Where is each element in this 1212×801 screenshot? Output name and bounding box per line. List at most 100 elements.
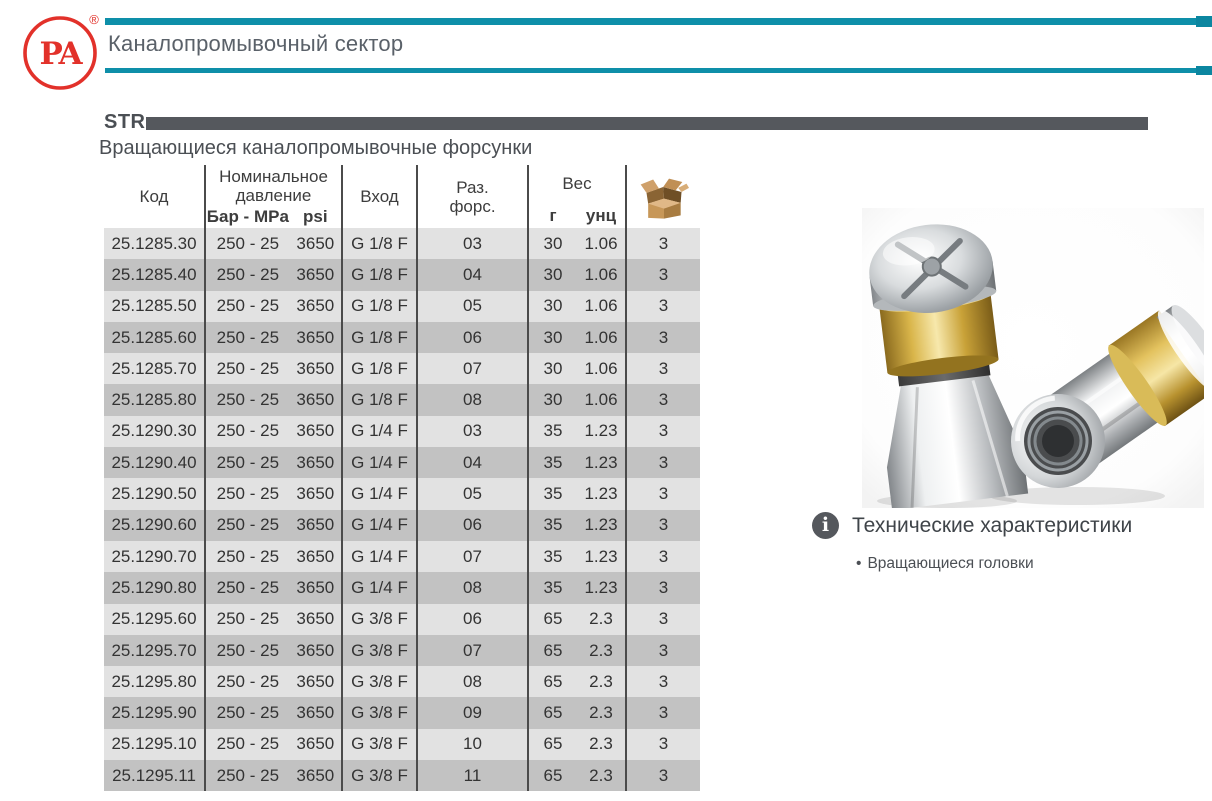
cell-weight: 65 2.3 (527, 634, 626, 667)
cell-weight: 30 1.06 (527, 384, 626, 416)
unit-bar-mpa: Бар - MPa (206, 207, 289, 226)
brand-logo: PA ® (23, 12, 99, 90)
cell-package-qty: 3 (625, 415, 700, 448)
table-row: 25.1285.50 250 - 25 3650 G 1/8 F 05 30 1.06 3 (104, 290, 700, 322)
cell-weight: 65 2.3 (527, 697, 626, 729)
cell-code: 25.1285.80 (104, 384, 205, 416)
table-row: 25.1295.60 250 - 25 3650 G 3/8 F 06 65 2.3 3 (104, 603, 700, 635)
registered-mark: ® (89, 12, 99, 27)
cell-inlet: G 1/4 F (341, 415, 417, 448)
cell-inlet: G 3/8 F (341, 634, 417, 667)
cell-weight: 30 1.06 (527, 259, 626, 291)
cell-pressure: 250 - 25 3650 (204, 728, 342, 761)
cell-inlet: G 1/4 F (341, 509, 417, 541)
table-row: 25.1290.30 250 - 25 3650 G 1/4 F 03 35 1.23 3 (104, 415, 700, 448)
cell-nozzle-size: 07 (416, 353, 528, 385)
cell-nozzle-size: 06 (416, 509, 528, 541)
cell-package-qty: 3 (625, 447, 700, 479)
logo-circle (23, 16, 97, 90)
cell-code: 25.1290.80 (104, 572, 205, 604)
cell-inlet: G 3/8 F (341, 666, 417, 698)
cell-package-qty: 3 (625, 478, 700, 510)
cell-package-qty: 3 (625, 728, 700, 761)
unit-grams: г (549, 206, 557, 225)
table-row: 25.1285.40 250 - 25 3650 G 1/8 F 04 30 1.06 3 (104, 259, 700, 291)
cell-code: 25.1290.30 (104, 415, 205, 448)
cell-inlet: G 1/4 F (341, 447, 417, 479)
col-header-package (625, 165, 700, 228)
cell-nozzle-size: 04 (416, 259, 528, 291)
nozzle-upright (869, 224, 1029, 508)
col-header-code: Код (139, 187, 169, 206)
tech-specs-list: • Вращающиеся головки (856, 554, 1202, 574)
cell-inlet: G 1/4 F (341, 572, 417, 604)
section-code: STR (104, 111, 146, 133)
cell-code: 25.1285.70 (104, 353, 205, 385)
cell-pressure: 250 - 25 3650 (204, 634, 342, 667)
table-row: 25.1285.80 250 - 25 3650 G 1/8 F 08 30 1.06 3 (104, 384, 700, 416)
cell-weight: 30 1.06 (527, 353, 626, 385)
nozzle-lying (1011, 304, 1204, 488)
table-row: 25.1290.40 250 - 25 3650 G 1/4 F 04 35 1.23 3 (104, 447, 700, 479)
cell-code: 25.1295.70 (104, 634, 205, 667)
table-body: 25.1285.30 250 - 25 3650 G 1/8 F 03 30 1.06 3 25… (104, 228, 700, 792)
cell-pressure: 250 - 25 3650 (204, 478, 342, 510)
cell-package-qty: 3 (625, 321, 700, 354)
cell-nozzle-size: 07 (416, 634, 528, 667)
cell-code: 25.1290.70 (104, 540, 205, 573)
cell-pressure: 250 - 25 3650 (204, 509, 342, 541)
product-photo (862, 208, 1204, 508)
info-icon: i (812, 512, 839, 539)
cell-code: 25.1295.60 (104, 603, 205, 635)
cell-inlet: G 1/8 F (341, 228, 417, 260)
cell-weight: 35 1.23 (527, 415, 626, 448)
cell-package-qty: 3 (625, 384, 700, 416)
cell-nozzle-size: 06 (416, 603, 528, 635)
cell-nozzle-size: 11 (416, 760, 528, 792)
cell-nozzle-size: 08 (416, 666, 528, 698)
cell-inlet: G 3/8 F (341, 697, 417, 729)
cell-nozzle-size: 03 (416, 415, 528, 448)
unit-psi: psi (303, 207, 328, 226)
table-row: 25.1285.60 250 - 25 3650 G 1/8 F 06 30 1.06 3 (104, 321, 700, 354)
cell-pressure: 250 - 25 3650 (204, 540, 342, 573)
cell-weight: 35 1.23 (527, 509, 626, 541)
cell-weight: 35 1.23 (527, 540, 626, 573)
cell-code: 25.1290.60 (104, 509, 205, 541)
cell-weight: 30 1.06 (527, 290, 626, 322)
cell-nozzle-size: 08 (416, 384, 528, 416)
cell-pressure: 250 - 25 3650 (204, 384, 342, 416)
cell-package-qty: 3 (625, 353, 700, 385)
cell-package-qty: 3 (625, 290, 700, 322)
header-rule-bottom (105, 66, 1212, 75)
cell-pressure: 250 - 25 3650 (204, 697, 342, 729)
cell-pressure: 250 - 25 3650 (204, 572, 342, 604)
cell-inlet: G 1/8 F (341, 321, 417, 354)
cell-package-qty: 3 (625, 572, 700, 604)
col-header-inlet: Вход (341, 165, 417, 228)
tech-specs-header: i Технические характеристики (812, 512, 1202, 539)
cell-package-qty: 3 (625, 603, 700, 635)
unit-ounces: унц (585, 206, 617, 225)
logo-text: PA (39, 36, 83, 72)
cell-weight: 65 2.3 (527, 728, 626, 761)
table-row: 25.1295.11 250 - 25 3650 G 3/8 F 11 65 2.3 3 (104, 760, 700, 792)
cell-pressure: 250 - 25 3650 (204, 321, 342, 354)
col-header-pressure: Номинальное давление Бар - MPa psi (204, 165, 342, 228)
cell-weight: 65 2.3 (527, 760, 626, 792)
cell-pressure: 250 - 25 3650 (204, 290, 342, 322)
cell-pressure: 250 - 25 3650 (204, 259, 342, 291)
cell-weight: 35 1.23 (527, 572, 626, 604)
cell-inlet: G 3/8 F (341, 603, 417, 635)
cell-weight: 65 2.3 (527, 666, 626, 698)
cell-package-qty: 3 (625, 228, 700, 260)
cell-package-qty: 3 (625, 634, 700, 667)
cell-package-qty: 3 (625, 540, 700, 573)
tech-specs-title: Технические характеристики (852, 513, 1133, 537)
cell-pressure: 250 - 25 3650 (204, 228, 342, 260)
table-row: 25.1285.30 250 - 25 3650 G 1/8 F 03 30 1.06 3 (104, 228, 700, 260)
cell-code: 25.1285.30 (104, 228, 205, 260)
cell-code: 25.1295.80 (104, 666, 205, 698)
cell-weight: 30 1.06 (527, 228, 626, 260)
table-row: 25.1295.10 250 - 25 3650 G 3/8 F 10 65 2.3 3 (104, 728, 700, 761)
